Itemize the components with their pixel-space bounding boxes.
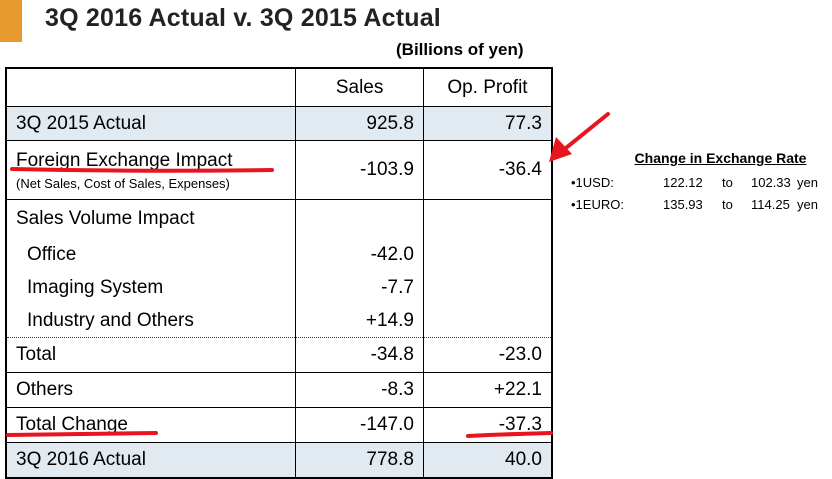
- table-row: Total -34.8 -23.0: [5, 337, 553, 373]
- sales-value: 778.8: [295, 442, 424, 479]
- sales-value: -103.9: [295, 140, 424, 200]
- table-header-row: Sales Op. Profit: [5, 67, 553, 107]
- table-row: Sales Volume Impact: [5, 199, 553, 238]
- units-label: (Billions of yen): [396, 40, 524, 59]
- comparison-table: Sales Op. Profit 3Q 2015 Actual 925.8 77…: [5, 67, 553, 479]
- rate-unit: yen: [797, 197, 818, 212]
- sales-value: -147.0: [295, 407, 424, 443]
- row-label: Total Change: [5, 407, 296, 443]
- row-label: 3Q 2016 Actual: [5, 442, 296, 479]
- rate-unit: yen: [797, 175, 818, 190]
- rate-label: •1EURO:: [571, 197, 624, 212]
- op-profit-value: -36.4: [422, 140, 553, 200]
- table-row: Total Change -147.0 -37.3: [5, 407, 553, 443]
- row-label: Total: [5, 337, 296, 373]
- row-sublabel: (Net Sales, Cost of Sales, Expenses): [16, 175, 230, 191]
- rate-row-euro: •1EURO: 135.93 to 114.25 yen: [566, 197, 830, 219]
- row-label: Sales Volume Impact: [5, 199, 296, 238]
- row-label: Office: [5, 238, 296, 271]
- op-profit-value: [422, 304, 553, 338]
- sales-value: -8.3: [295, 372, 424, 408]
- row-label: Imaging System: [5, 271, 296, 304]
- table-row: Imaging System -7.7: [5, 271, 553, 304]
- op-profit-value: [422, 271, 553, 304]
- op-profit-value: +22.1: [422, 372, 553, 408]
- op-profit-value: 40.0: [422, 442, 553, 479]
- op-profit-value: -23.0: [422, 337, 553, 373]
- header-op-profit: Op. Profit: [422, 67, 553, 107]
- rate-label: •1USD:: [571, 175, 614, 190]
- rate-to: 114.25: [751, 197, 790, 212]
- op-profit-value: -37.3: [422, 407, 553, 443]
- sales-value: +14.9: [295, 304, 424, 338]
- title-accent-bar: [0, 0, 22, 42]
- header-sales: Sales: [295, 67, 424, 107]
- op-profit-value: [422, 199, 553, 238]
- rate-to-word: to: [722, 197, 733, 212]
- table-row: Industry and Others +14.9: [5, 304, 553, 338]
- table-row: 3Q 2015 Actual 925.8 77.3: [5, 106, 553, 141]
- sales-value: -34.8: [295, 337, 424, 373]
- rate-from: 135.93: [663, 197, 703, 212]
- sales-value: 925.8: [295, 106, 424, 141]
- row-label: 3Q 2015 Actual: [5, 106, 296, 141]
- sales-value: [295, 199, 424, 238]
- row-label: Foreign Exchange Impact: [16, 149, 233, 171]
- rate-from: 122.12: [663, 175, 703, 190]
- table-row: Office -42.0: [5, 238, 553, 271]
- page-title: 3Q 2016 Actual v. 3Q 2015 Actual: [45, 4, 441, 32]
- arrow-shaft: [559, 112, 610, 154]
- table-row: 3Q 2016 Actual 778.8 40.0: [5, 442, 553, 479]
- sales-value: -42.0: [295, 238, 424, 271]
- table-row: Others -8.3 +22.1: [5, 372, 553, 408]
- table-row: Foreign Exchange Impact (Net Sales, Cost…: [5, 140, 553, 200]
- row-label: Others: [5, 372, 296, 408]
- exchange-rate-panel: Change in Exchange Rate •1USD: 122.12 to…: [566, 150, 830, 219]
- op-profit-value: 77.3: [422, 106, 553, 141]
- sales-value: -7.7: [295, 271, 424, 304]
- rate-to: 102.33: [751, 175, 791, 190]
- row-label-cell: Foreign Exchange Impact (Net Sales, Cost…: [5, 140, 296, 200]
- rate-to-word: to: [722, 175, 733, 190]
- header-blank-cell: [5, 67, 296, 107]
- op-profit-value: [422, 238, 553, 271]
- exchange-rate-title: Change in Exchange Rate: [634, 150, 807, 166]
- row-label: Industry and Others: [5, 304, 296, 338]
- rate-row-usd: •1USD: 122.12 to 102.33 yen: [566, 175, 830, 197]
